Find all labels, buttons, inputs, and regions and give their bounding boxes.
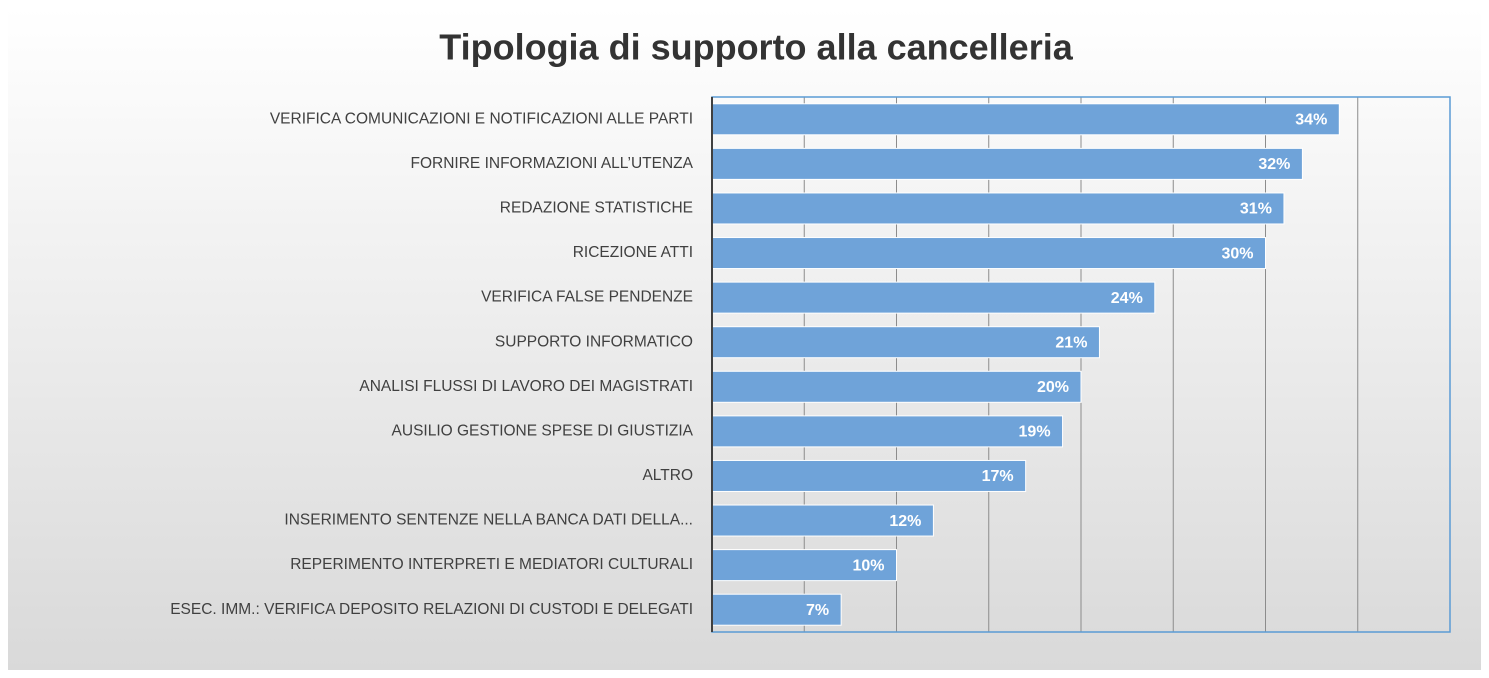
category-label: SUPPORTO INFORMATICO bbox=[495, 333, 693, 350]
category-label: ANALISI FLUSSI DI LAVORO DEI MAGISTRATI bbox=[359, 378, 693, 395]
bar bbox=[711, 549, 897, 582]
data-label: 32% bbox=[1258, 156, 1290, 173]
bars: 34% 32% 31% 30% 24% 21% 20% 19% 17% 12% 10% 7% bbox=[711, 103, 1340, 626]
category-label: REPERIMENTO INTERPRETI E MEDIATORI CULTU… bbox=[290, 556, 693, 573]
category-label: ESEC. IMM.: VERIFICA DEPOSITO RELAZIONI … bbox=[170, 601, 693, 618]
bar bbox=[711, 504, 934, 537]
bar bbox=[711, 415, 1064, 448]
data-label: 10% bbox=[852, 557, 884, 574]
category-label: VERIFICA COMUNICAZIONI E NOTIFICAZIONI A… bbox=[270, 110, 693, 127]
category-label: VERIFICA FALSE PENDENZE bbox=[481, 289, 693, 306]
bar bbox=[711, 326, 1100, 359]
category-label: AUSILIO GESTIONE SPESE DI GIUSTIZIA bbox=[392, 422, 694, 439]
category-label: ALTRO bbox=[642, 467, 693, 484]
data-label: 30% bbox=[1221, 245, 1253, 262]
category-label: RICEZIONE ATTI bbox=[573, 244, 693, 261]
grid bbox=[711, 97, 1451, 632]
bar bbox=[711, 370, 1082, 403]
data-label: 21% bbox=[1055, 334, 1087, 351]
data-label: 20% bbox=[1037, 379, 1069, 396]
bar bbox=[711, 147, 1303, 180]
data-label: 34% bbox=[1295, 112, 1327, 129]
bar bbox=[711, 459, 1027, 492]
data-label: 19% bbox=[1019, 424, 1051, 441]
category-label: FORNIRE INFORMAZIONI ALL’UTENZA bbox=[411, 155, 694, 172]
bar bbox=[711, 192, 1285, 225]
category-label: INSERIMENTO SENTENZE NELLA BANCA DATI DE… bbox=[284, 512, 693, 529]
data-label: 17% bbox=[982, 468, 1014, 485]
data-label: 12% bbox=[889, 513, 921, 530]
chart-title: Tipologia di supporto alla cancelleria bbox=[439, 27, 1073, 68]
data-label: 24% bbox=[1111, 290, 1143, 307]
bar bbox=[711, 281, 1156, 314]
category-label: REDAZIONE STATISTICHE bbox=[500, 200, 693, 217]
data-label: 31% bbox=[1240, 201, 1272, 218]
bar bbox=[711, 103, 1340, 136]
data-label: 7% bbox=[806, 602, 829, 619]
bar bbox=[711, 237, 1266, 270]
